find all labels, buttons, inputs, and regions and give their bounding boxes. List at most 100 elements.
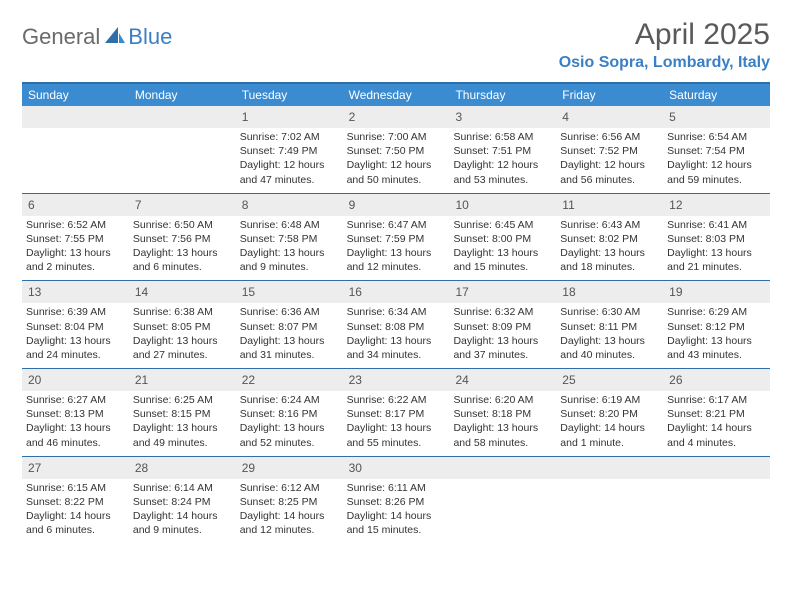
day-number-bar: 11 [556,194,663,216]
day-cell: 5Sunrise: 6:54 AMSunset: 7:54 PMDaylight… [663,106,770,193]
day-number-bar: 17 [449,281,556,303]
day-number-bar: 7 [129,194,236,216]
day-number-bar: 10 [449,194,556,216]
dow-monday: Monday [129,84,236,106]
day-info: Sunrise: 6:36 AMSunset: 8:07 PMDaylight:… [240,305,339,362]
calendar: SundayMondayTuesdayWednesdayThursdayFrid… [22,82,770,543]
day-info: Sunrise: 6:39 AMSunset: 8:04 PMDaylight:… [26,305,125,362]
day-info: Sunrise: 6:47 AMSunset: 7:59 PMDaylight:… [347,218,446,275]
day-number [669,461,672,475]
dow-friday: Friday [556,84,663,106]
day-number: 4 [562,110,569,124]
day-number-bar: 3 [449,106,556,128]
day-cell: 13Sunrise: 6:39 AMSunset: 8:04 PMDayligh… [22,281,129,368]
day-number: 22 [242,373,255,387]
sail-icon [104,25,126,50]
day-number: 21 [135,373,148,387]
day-info: Sunrise: 6:12 AMSunset: 8:25 PMDaylight:… [240,481,339,538]
week-row: 6Sunrise: 6:52 AMSunset: 7:55 PMDaylight… [22,193,770,281]
day-number: 20 [28,373,41,387]
day-cell: 24Sunrise: 6:20 AMSunset: 8:18 PMDayligh… [449,369,556,456]
day-number: 27 [28,461,41,475]
brand-part2: Blue [128,24,172,50]
day-number: 14 [135,285,148,299]
week-row: 27 Sunrise: 6:15 AMSunset: 8:22 PMDayligh… [22,456,770,544]
day-info: Sunrise: 6:24 AMSunset: 8:16 PMDaylight:… [240,393,339,450]
day-info: Sunrise: 6:19 AMSunset: 8:20 PMDaylight:… [560,393,659,450]
day-cell: 3Sunrise: 6:58 AMSunset: 7:51 PMDaylight… [449,106,556,193]
day-number-bar [129,106,236,128]
brand-part1: General [22,24,100,50]
day-number-bar: 9 [343,194,450,216]
day-cell: 8Sunrise: 6:48 AMSunset: 7:58 PMDaylight… [236,194,343,281]
day-of-week-header: SundayMondayTuesdayWednesdayThursdayFrid… [22,84,770,106]
day-number-bar: 27 [22,457,129,479]
day-info: Sunrise: 6:17 AMSunset: 8:21 PMDaylight:… [667,393,766,450]
day-number: 23 [349,373,362,387]
day-cell: 23Sunrise: 6:22 AMSunset: 8:17 PMDayligh… [343,369,450,456]
day-info: Sunrise: 6:30 AMSunset: 8:11 PMDaylight:… [560,305,659,362]
day-number: 9 [349,198,356,212]
dow-sunday: Sunday [22,84,129,106]
day-cell: 17Sunrise: 6:32 AMSunset: 8:09 PMDayligh… [449,281,556,368]
day-number: 11 [562,198,574,212]
day-number-bar: 30 [343,457,450,479]
day-number: 10 [455,198,468,212]
day-cell: 2Sunrise: 7:00 AMSunset: 7:50 PMDaylight… [343,106,450,193]
day-number: 2 [349,110,356,124]
day-info: Sunrise: 6:11 AMSunset: 8:26 PMDaylight:… [347,481,446,538]
dow-saturday: Saturday [663,84,770,106]
day-number-bar: 28 [129,457,236,479]
day-number-bar: 18 [556,281,663,303]
day-info: Sunrise: 6:34 AMSunset: 8:08 PMDaylight:… [347,305,446,362]
day-number: 3 [455,110,462,124]
day-number: 12 [669,198,682,212]
day-number: 18 [562,285,575,299]
day-cell: 15Sunrise: 6:36 AMSunset: 8:07 PMDayligh… [236,281,343,368]
day-cell: 19Sunrise: 6:29 AMSunset: 8:12 PMDayligh… [663,281,770,368]
day-cell: 21Sunrise: 6:25 AMSunset: 8:15 PMDayligh… [129,369,236,456]
day-number-bar: 12 [663,194,770,216]
day-number-bar: 20 [22,369,129,391]
day-info: Sunrise: 7:02 AMSunset: 7:49 PMDaylight:… [240,130,339,187]
day-number: 30 [349,461,362,475]
day-number: 26 [669,373,682,387]
day-cell [129,106,236,193]
day-number: 29 [242,461,255,475]
day-cell [22,106,129,193]
day-number-bar: 6 [22,194,129,216]
day-cell: 4Sunrise: 6:56 AMSunset: 7:52 PMDaylight… [556,106,663,193]
day-info: Sunrise: 6:27 AMSunset: 8:13 PMDaylight:… [26,393,125,450]
day-number: 6 [28,198,35,212]
day-cell [556,457,663,544]
day-number-bar: 2 [343,106,450,128]
day-cell: 18 Sunrise: 6:30 AMSunset: 8:11 PMDayligh… [556,281,663,368]
weeks-container: 1Sunrise: 7:02 AMSunset: 7:49 PMDaylight… [22,106,770,543]
day-number-bar: 1 [236,106,343,128]
day-number-bar: 15 [236,281,343,303]
day-number: 17 [455,285,468,299]
day-number-bar: 26 [663,369,770,391]
day-number-bar: 5 [663,106,770,128]
day-number-bar: 29 [236,457,343,479]
day-number-bar: 24 [449,369,556,391]
day-info: Sunrise: 6:45 AMSunset: 8:00 PMDaylight:… [453,218,552,275]
day-info: Sunrise: 6:15 AMSunset: 8:22 PMDaylight:… [26,481,125,538]
week-row: 20 Sunrise: 6:27 AMSunset: 8:13 PMDayligh… [22,368,770,456]
brand-logo: General Blue [22,24,172,50]
day-number-bar: 23 [343,369,450,391]
day-number: 8 [242,198,249,212]
day-cell: 7Sunrise: 6:50 AMSunset: 7:56 PMDaylight… [129,194,236,281]
header: General Blue April 2025 Osio Sopra, Lomb… [22,18,770,72]
day-info: Sunrise: 6:54 AMSunset: 7:54 PMDaylight:… [667,130,766,187]
day-number-bar: 22 [236,369,343,391]
day-cell: 20 Sunrise: 6:27 AMSunset: 8:13 PMDayligh… [22,369,129,456]
dow-tuesday: Tuesday [236,84,343,106]
dow-wednesday: Wednesday [343,84,450,106]
day-cell: 29 Sunrise: 6:12 AMSunset: 8:25 PMDayligh… [236,457,343,544]
day-number: 28 [135,461,148,475]
day-cell [449,457,556,544]
day-info: Sunrise: 6:20 AMSunset: 8:18 PMDaylight:… [453,393,552,450]
day-cell: 25Sunrise: 6:19 AMSunset: 8:20 PMDayligh… [556,369,663,456]
day-cell: 11Sunrise: 6:43 AMSunset: 8:02 PMDayligh… [556,194,663,281]
